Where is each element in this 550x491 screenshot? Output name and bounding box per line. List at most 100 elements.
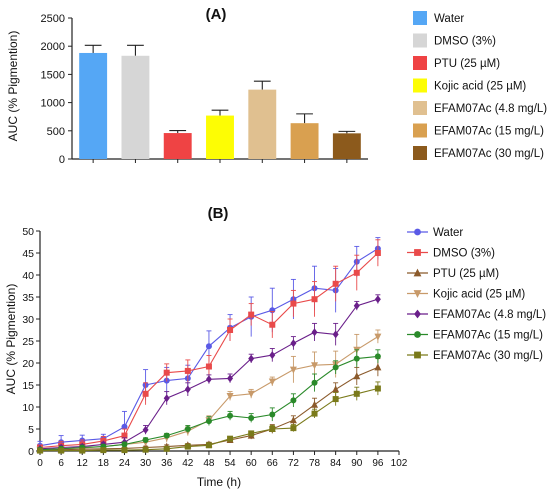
bar-legend-label: EFAM07Ac (30 mg/L) [434,148,544,160]
data-point [290,300,297,307]
bar-legend-swatch [413,11,427,25]
line-chart-x-tick-label: 30 [140,458,152,469]
data-point [374,353,381,360]
bar-legend-swatch [413,101,427,115]
data-point [227,327,234,333]
data-point [142,390,149,397]
data-point [247,390,255,398]
data-point [163,394,170,403]
bar [79,52,108,159]
line-chart-x-tick-label: 78 [309,458,321,469]
bar-chart-panel: (A) AUC (% Pigmention) 0 500 1000 1500 2000 2… [6,6,547,166]
line-chart-x-tick-label: 60 [246,458,258,469]
line-legend-marker [413,290,422,298]
bar-legend-swatch [413,146,427,160]
data-point [227,435,234,442]
data-point [289,416,297,424]
bar-legend-label: EFAM07Ac (4.8 mg/L) [434,103,547,115]
data-point [289,366,297,374]
bar-legend-swatch [413,123,427,138]
data-point [58,447,65,454]
line-chart-x-tick-label: 72 [288,458,300,469]
data-point [142,425,149,434]
data-point [311,410,318,417]
bar [332,133,361,159]
bar-chart-legend: Water DMSO (3%) PTU (25 µM) Kojic acid (25 … [413,11,547,160]
bar [121,55,150,160]
bar-chart-y-tick-label: 1500 [41,69,65,81]
line-legend-marker [414,351,421,359]
line-chart-y-tick-label: 15 [22,380,34,392]
line-chart-y-tick-label: 30 [22,314,34,326]
bar [248,89,277,159]
line-legend-label: Kojic acid (25 µM) [433,289,525,301]
data-point [374,295,381,304]
bar-legend-label: Kojic acid (25 µM) [434,81,526,93]
data-point [142,446,149,453]
data-point [37,447,43,454]
data-point [227,374,234,383]
data-point [311,362,319,370]
data-point [226,393,234,400]
line-legend-marker [414,249,421,256]
data-point [248,311,255,318]
data-point [227,412,234,419]
line-chart-y-tick-label: 45 [22,248,34,260]
line-chart-y-tick-label: 20 [22,358,34,370]
bar-chart-y-tick-label: 2500 [41,13,65,25]
data-point [332,330,339,339]
data-point [121,441,128,448]
data-point [269,426,276,432]
line-chart-x-tick-label: 90 [351,458,363,469]
bar [290,123,319,159]
line-chart-y-tick-label: 40 [22,270,34,282]
data-point [121,447,128,454]
data-point [205,418,212,425]
line-chart-x-tick-label: 84 [330,458,342,469]
data-point [353,301,360,310]
data-point [163,445,170,452]
data-point [248,415,255,421]
data-point [205,375,212,384]
bar-plot-area: 0 500 1000 1500 2000 2500 [41,13,368,166]
series-1 [37,239,381,451]
data-point [205,343,212,350]
line-chart-x-tick-label: 36 [161,458,173,469]
bar-legend-swatch [413,33,427,48]
data-point [374,250,381,256]
data-point [353,355,360,362]
line-legend-marker [414,331,421,338]
line-chart-y-tick-label: 5 [28,424,34,436]
data-point [332,364,339,371]
data-point [163,369,170,376]
data-point [311,328,318,337]
data-point [311,400,319,408]
data-point [374,363,382,371]
line-legend-label: EFAM07Ac (4.8 mg/L) [433,309,546,321]
bar-chart-y-axis-label: AUC (% Pigmention) [6,31,20,142]
line-chart-x-tick-label: 66 [267,458,279,469]
line-chart-x-tick-label: 42 [182,458,194,469]
line-chart-x-tick-label: 0 [37,458,43,469]
data-point [184,443,191,450]
data-point [332,280,339,287]
line-chart-x-tick-label: 48 [203,458,215,469]
data-point [269,351,276,360]
line-chart-panel: (B) AUC (% Pigmention) Time (h) 0 5 10 15 20… [4,205,546,489]
data-point [374,333,382,341]
line-chart-y-tick-label: 35 [22,292,34,304]
series-6 [37,381,381,454]
data-point [100,447,107,454]
bar [206,115,234,159]
data-point [332,385,340,393]
data-point [311,296,318,303]
data-point [79,447,86,454]
data-point [290,425,297,432]
data-point [353,372,361,380]
line-legend-marker [413,268,422,277]
line-chart-x-tick-label: 18 [98,458,110,469]
data-point [142,437,149,443]
bar-legend-swatch [413,56,427,70]
data-point [205,363,212,370]
